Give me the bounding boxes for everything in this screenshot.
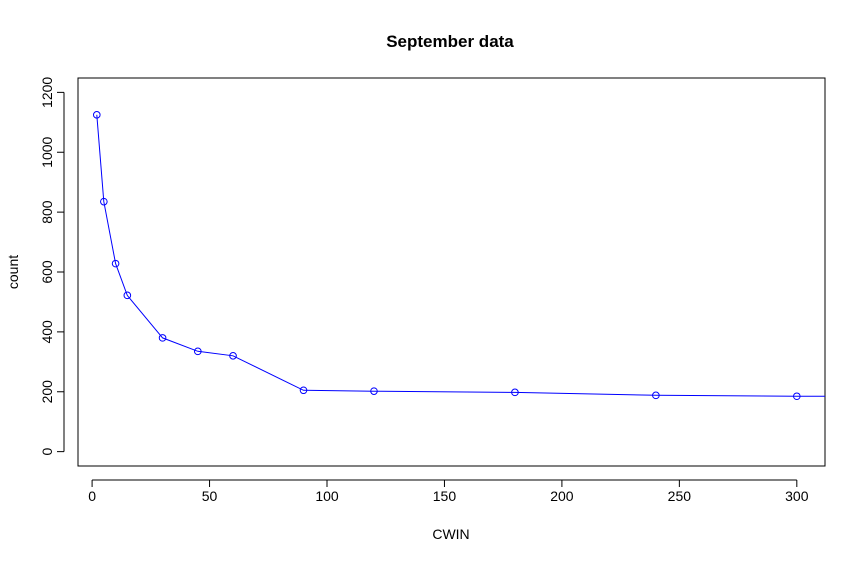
x-axis: 0 50 100 150 200 250 300 <box>88 479 809 504</box>
y-axis-title: count <box>5 255 21 289</box>
y-tick-label: 1000 <box>39 136 55 167</box>
data-point <box>100 197 108 206</box>
plot-frame <box>77 77 826 467</box>
data-point <box>299 386 308 395</box>
data-point <box>123 291 132 300</box>
y-tick-label: 600 <box>39 260 55 284</box>
y-tick-label: 800 <box>39 200 55 224</box>
y-axis: 0 200 400 600 800 1000 1200 <box>39 77 65 456</box>
x-tick-label: 100 <box>315 488 339 504</box>
series-line <box>96 114 825 397</box>
x-tick-label: 150 <box>433 488 457 504</box>
data-point <box>111 259 120 268</box>
x-tick-label: 300 <box>785 488 809 504</box>
x-tick-label: 250 <box>668 488 692 504</box>
y-tick-label: 1200 <box>39 77 55 108</box>
data-point <box>370 387 378 395</box>
data-point <box>158 334 167 342</box>
data-point <box>194 347 202 356</box>
x-tick-label: 50 <box>202 488 218 504</box>
chart-title: September data <box>386 32 514 51</box>
y-tick-label: 0 <box>39 448 55 456</box>
data-point <box>793 392 801 401</box>
x-tick-label: 0 <box>88 488 96 504</box>
x-axis-title: CWIN <box>432 526 469 542</box>
data-point <box>511 388 519 397</box>
y-tick-label: 200 <box>39 380 55 404</box>
y-tick-label: 400 <box>39 320 55 344</box>
data-point <box>652 391 660 400</box>
data-point <box>229 352 237 360</box>
x-tick-label: 200 <box>550 488 574 504</box>
series-layer <box>92 111 825 401</box>
data-point <box>92 111 101 119</box>
